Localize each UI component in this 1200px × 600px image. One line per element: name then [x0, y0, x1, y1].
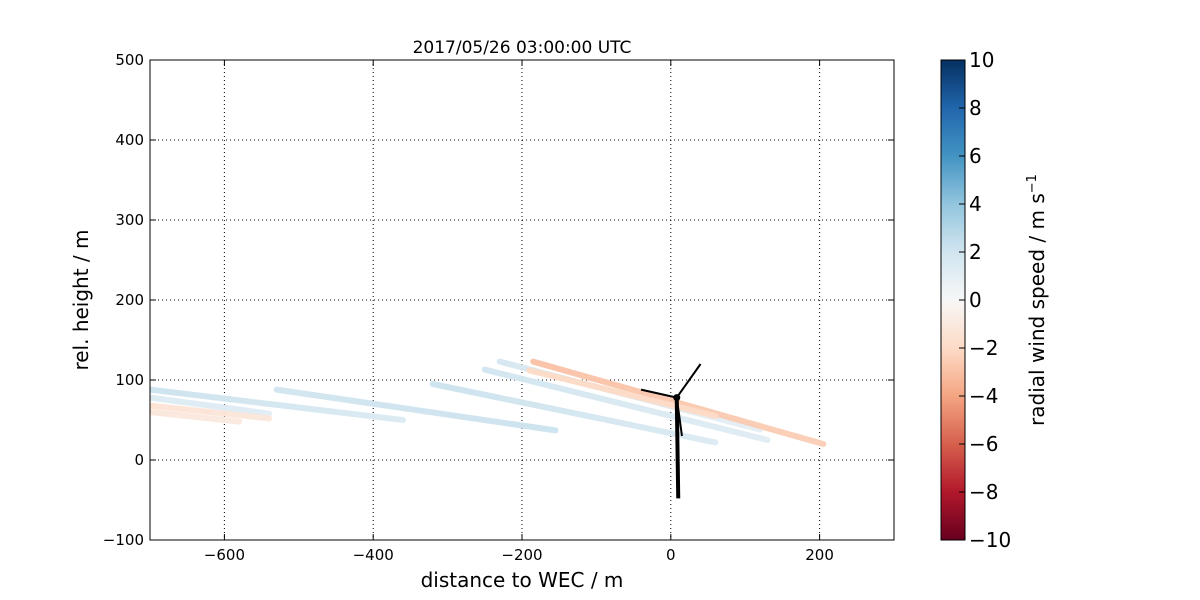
- turbine-blade: [675, 397, 683, 437]
- x-tick-label: −200: [501, 546, 542, 564]
- lidar-scans: [150, 358, 827, 447]
- colorbar-tick-label: 6: [969, 144, 982, 168]
- turbine-tower: [674, 397, 681, 499]
- colorbar-tick-label: 2: [969, 240, 982, 264]
- colorbar-tick-label: −10: [969, 528, 1011, 552]
- colorbar-tick-label: −6: [969, 432, 998, 456]
- grid-lines: [150, 59, 894, 541]
- colorbar-tick-label: 10: [969, 48, 994, 72]
- y-axis-label: rel. height / m: [69, 229, 93, 370]
- turbine-hub: [673, 394, 681, 402]
- scan-line: [273, 386, 559, 434]
- colorbar-label-superscript: −1: [1025, 174, 1040, 193]
- colorbar-tick-label: 4: [969, 192, 982, 216]
- colorbar-ticks: 10 8 6 4 2 0 −2 −4 −6 −8 −10: [959, 48, 1011, 552]
- scan-line: [481, 366, 771, 443]
- turbine-blade: [640, 388, 677, 399]
- turbine-blade: [675, 363, 702, 399]
- y-tick-label: 300: [115, 211, 144, 229]
- scan-line: [526, 367, 719, 419]
- x-axis-label: distance to WEC / m: [421, 568, 624, 592]
- scan-line: [150, 409, 243, 425]
- scan-line: [429, 381, 719, 446]
- axis-ticks: −600 −400 −200 0 200 −100 0 100 200 300 400 500: [103, 51, 894, 564]
- scan-line: [150, 386, 406, 423]
- scan-line: [150, 394, 273, 417]
- colorbar-tick-label: −2: [969, 336, 998, 360]
- wind-turbine: [640, 363, 702, 499]
- x-tick-label: 200: [805, 546, 834, 564]
- colorbar-label: radial wind speed / m s−1: [1025, 174, 1049, 426]
- colorbar-label-text: radial wind speed / m s: [1025, 193, 1049, 426]
- y-tick-label: 100: [115, 371, 144, 389]
- colorbar-tick-label: 8: [969, 96, 982, 120]
- y-tick-label: 0: [134, 451, 144, 469]
- y-tick-label: −100: [103, 531, 144, 549]
- colorbar-tick-label: −8: [969, 480, 998, 504]
- y-tick-label: 200: [115, 291, 144, 309]
- plot-title: 2017/05/26 03:00:00 UTC: [413, 38, 632, 58]
- x-tick-label: −400: [353, 546, 394, 564]
- scan-line: [150, 402, 273, 422]
- colorbar-tick-label: 0: [969, 288, 982, 312]
- colorbar-tick-label: −4: [969, 384, 998, 408]
- x-tick-label: −600: [204, 546, 245, 564]
- x-tick-label: 0: [666, 546, 676, 564]
- y-tick-label: 400: [115, 131, 144, 149]
- y-tick-label: 500: [115, 51, 144, 69]
